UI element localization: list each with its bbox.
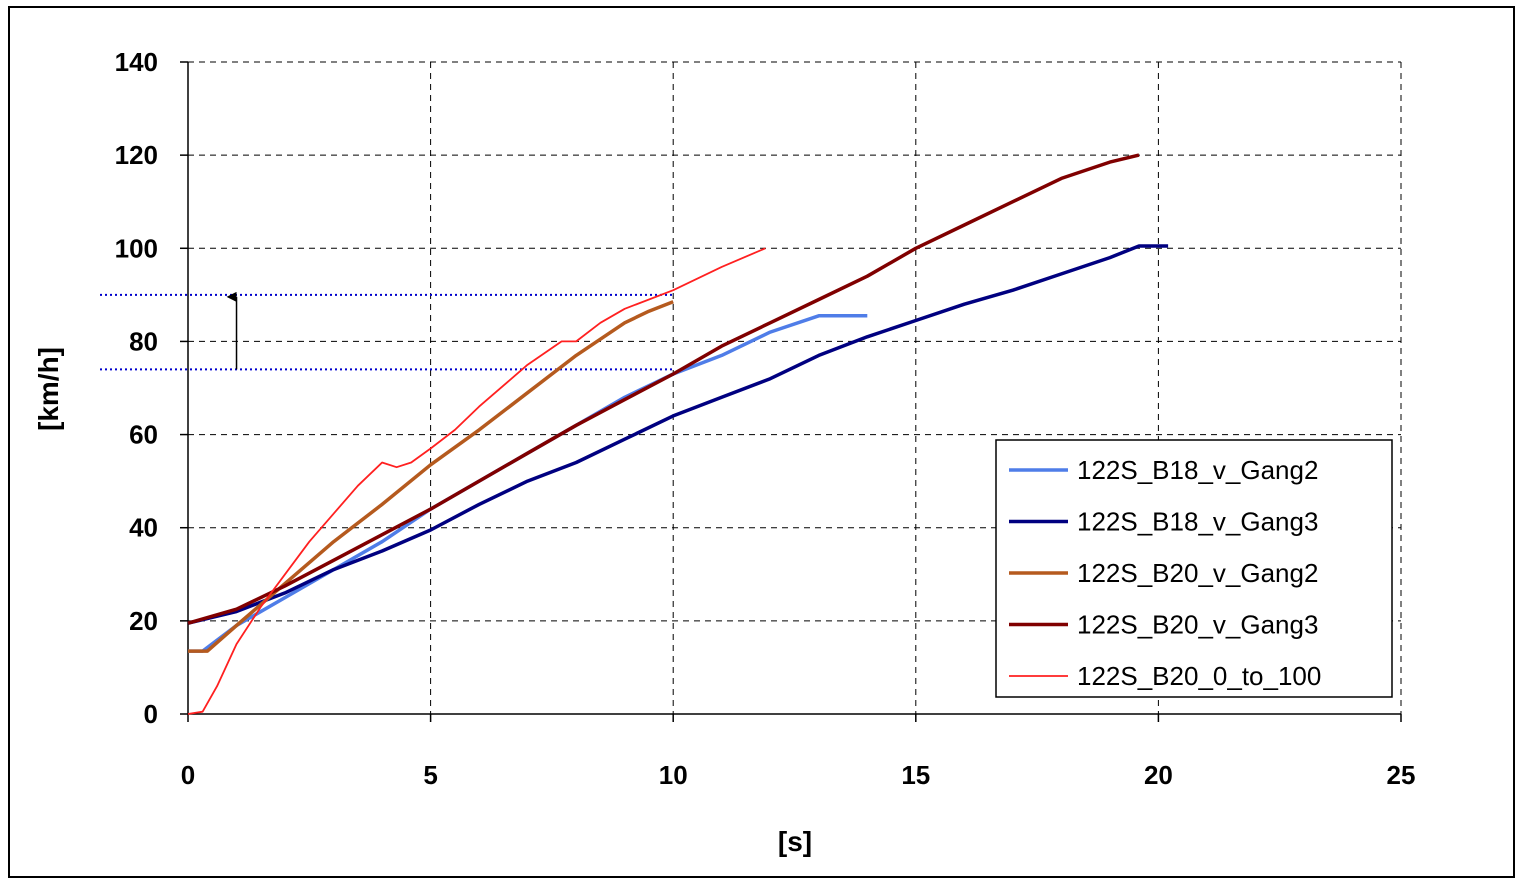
y-tick-label: 100 <box>115 233 158 263</box>
y-tick-label: 120 <box>115 140 158 170</box>
y-tick-label: 20 <box>129 606 158 636</box>
series-lines <box>187 153 1169 715</box>
y-tick-label: 0 <box>144 699 158 729</box>
series-line-1 <box>188 314 868 653</box>
legend-label: 122S_B20_0_to_100 <box>1077 661 1321 691</box>
legend-label: 122S_B20_v_Gang2 <box>1077 558 1318 588</box>
axes <box>180 61 1402 722</box>
legend-box <box>995 439 1393 698</box>
series-line-3 <box>188 300 674 653</box>
legend-label: 122S_B18_v_Gang2 <box>1077 455 1318 485</box>
x-tick-label: 25 <box>1387 760 1416 790</box>
series-line-2 <box>187 244 1169 625</box>
legend-label: 122S_B18_v_Gang3 <box>1077 507 1318 537</box>
x-tick-label: 20 <box>1144 760 1173 790</box>
reference-lines <box>100 291 674 371</box>
y-tick-label: 40 <box>129 513 158 543</box>
legend-label: 122S_B20_v_Gang3 <box>1077 610 1318 640</box>
x-tick-label: 5 <box>423 760 437 790</box>
x-tick-label: 15 <box>901 760 930 790</box>
y-axis-title: [km/h] <box>33 347 64 431</box>
series-line-4 <box>187 153 1140 625</box>
x-tick-label: 10 <box>659 760 688 790</box>
x-axis-title: [s] <box>778 826 812 857</box>
legend: 122S_B18_v_Gang2 122S_B18_v_Gang3 122S_B20… <box>995 439 1393 698</box>
series-line-5 <box>187 247 766 715</box>
y-tick-label: 80 <box>129 326 158 356</box>
x-tick-label: 0 <box>181 760 195 790</box>
y-tick-label: 140 <box>115 47 158 77</box>
tick-labels: 0 20 40 60 80 100 120 140 0 5 10 15 20 25 <box>115 47 1416 790</box>
y-tick-label: 60 <box>129 420 158 450</box>
